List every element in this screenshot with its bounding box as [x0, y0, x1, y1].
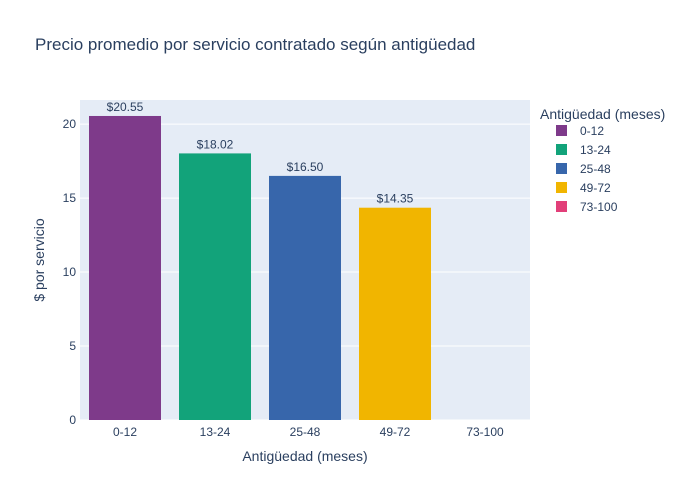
legend-label-73-100: 73-100 [580, 200, 618, 214]
y-tick-label-1: 5 [69, 339, 76, 353]
legend-swatch-13-24 [556, 144, 567, 155]
legend: Antigüedad (meses) 0-12 13-24 25-48 49-72 73… [540, 106, 665, 214]
x-tick-label-13-24: 13-24 [200, 425, 231, 439]
x-tick-label-25-48: 25-48 [290, 425, 321, 439]
x-tick-labels: 0-12 13-24 25-48 49-72 73-100 [113, 425, 504, 439]
legend-label-25-48: 25-48 [580, 162, 611, 176]
y-tick-label-3: 15 [63, 191, 77, 205]
legend-label-0-12: 0-12 [580, 124, 604, 138]
y-axis-title: $ por servicio [31, 218, 47, 301]
legend-swatch-49-72 [556, 182, 567, 193]
bar-label-13-24: $18.02 [197, 137, 234, 151]
x-tick-label-49-72: 49-72 [380, 425, 411, 439]
bar-25-48 [269, 175, 341, 420]
legend-swatch-25-48 [556, 163, 567, 174]
legend-swatch-73-100 [556, 201, 567, 212]
x-axis-title: Antigüedad (meses) [242, 448, 367, 464]
y-tick-label-4: 20 [63, 117, 77, 131]
legend-swatch-0-12 [556, 125, 567, 136]
bar-13-24 [179, 153, 251, 421]
bar-label-0-12: $20.55 [107, 100, 144, 114]
legend-label-13-24: 13-24 [580, 143, 611, 157]
x-tick-label-0-12: 0-12 [113, 425, 137, 439]
legend-title: Antigüedad (meses) [540, 106, 665, 122]
legend-label-49-72: 49-72 [580, 181, 611, 195]
bar-label-25-48: $16.50 [287, 160, 324, 174]
bars [89, 115, 431, 421]
bar-value-labels: $20.55 $18.02 $16.50 $14.35 [107, 100, 414, 206]
y-tick-labels: 0 5 10 15 20 [63, 117, 77, 427]
bar-0-12 [89, 115, 161, 420]
chart-title: Precio promedio por servicio contratado … [35, 35, 475, 54]
y-tick-label-2: 10 [63, 265, 77, 279]
x-tick-label-73-100: 73-100 [466, 425, 504, 439]
y-tick-label-0: 0 [69, 413, 76, 427]
bar-label-49-72: $14.35 [377, 192, 414, 206]
bar-49-72 [359, 207, 431, 420]
